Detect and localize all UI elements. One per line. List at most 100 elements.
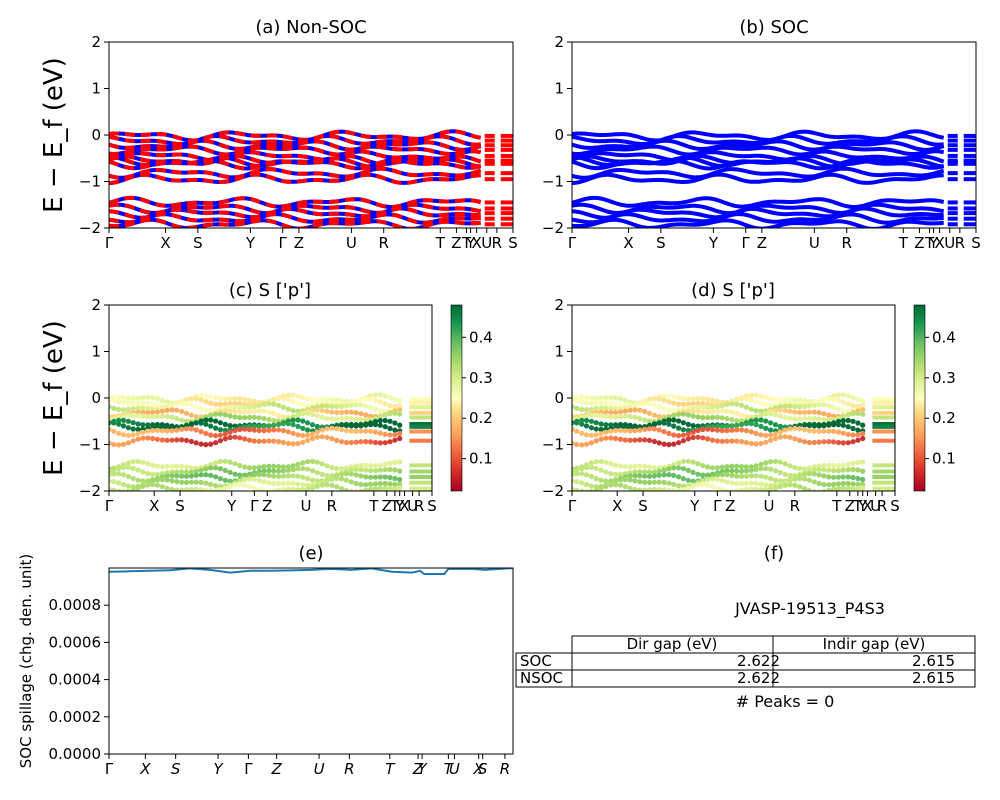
band-line	[109, 212, 481, 225]
projection-point	[622, 484, 628, 490]
projection-point	[603, 478, 609, 484]
projection-point	[787, 478, 793, 484]
projection-point	[334, 475, 340, 482]
xtick-label: S	[193, 234, 203, 252]
projection-point	[821, 423, 827, 429]
projection-point	[753, 486, 759, 491]
projection-point	[680, 420, 687, 426]
projection-point	[109, 486, 112, 491]
projection-point	[179, 437, 185, 443]
projection-point	[285, 421, 291, 427]
projection-point	[840, 422, 846, 428]
projection-point	[772, 397, 779, 403]
projection-point	[271, 480, 277, 487]
projection-point	[397, 481, 403, 487]
projection-point	[826, 474, 832, 480]
projection-point	[782, 403, 788, 409]
projection-point	[154, 427, 160, 433]
projection-point	[739, 464, 745, 470]
projection-point	[763, 425, 769, 431]
projection-point	[377, 392, 383, 398]
xtick-label: R	[790, 497, 800, 515]
projection-point	[671, 400, 677, 406]
projection-point	[729, 409, 735, 415]
xtick-label: T	[852, 497, 863, 515]
projection-point	[753, 463, 759, 469]
projection-point	[363, 487, 369, 491]
projection-point	[251, 423, 257, 430]
ytick-label: −1	[542, 436, 564, 454]
projection-point	[690, 434, 696, 441]
projection-point	[680, 395, 687, 402]
projection-point	[314, 423, 320, 429]
projection-point	[353, 480, 359, 487]
panel-e-title: (e)	[298, 543, 323, 564]
projection-point	[232, 461, 238, 467]
projection-point	[632, 478, 638, 484]
projection-point	[363, 417, 369, 423]
projection-point	[150, 427, 156, 434]
xtick-label: Z	[757, 234, 767, 252]
projection-point	[729, 438, 735, 444]
colorbar-tick-label: 0.4	[469, 328, 493, 346]
projection-point	[656, 414, 662, 420]
projection-point	[734, 418, 740, 424]
projection-point	[329, 425, 335, 431]
projection-point	[392, 485, 398, 491]
projection-point	[227, 423, 233, 429]
projection-point	[111, 479, 117, 485]
projection-point	[130, 475, 136, 482]
projection-point	[368, 468, 374, 474]
projection-point	[392, 437, 398, 443]
projection-point	[329, 416, 335, 422]
projection-point	[271, 463, 277, 469]
projection-point	[343, 488, 349, 491]
colorbar-tick-label: 0.4	[932, 328, 956, 346]
projection-point	[237, 435, 243, 441]
projection-point	[816, 402, 822, 408]
projection-point	[285, 464, 291, 470]
projection-point	[622, 408, 628, 414]
projection-point	[276, 412, 282, 418]
projection-point	[840, 430, 846, 436]
projection-point	[179, 469, 185, 475]
xtick-label: X	[160, 234, 170, 252]
xtick-label: S	[656, 234, 666, 252]
projection-point	[593, 400, 599, 406]
projection-point	[651, 396, 658, 402]
projection-point	[835, 468, 842, 474]
projection-point	[802, 415, 808, 422]
projection-point	[821, 462, 827, 468]
projection-point	[353, 466, 359, 473]
projection-point	[213, 440, 219, 446]
projection-point	[183, 469, 190, 475]
projection-point	[714, 404, 721, 410]
projection-point	[377, 414, 383, 420]
projection-point	[392, 427, 398, 433]
projection-point	[290, 480, 296, 486]
projection-point	[309, 407, 316, 413]
projection-point	[343, 422, 349, 429]
projection-point	[593, 426, 599, 432]
projection-point	[217, 466, 223, 472]
projection-point	[179, 400, 185, 406]
projection-point	[159, 464, 165, 470]
projection-point	[334, 484, 340, 490]
projection-point	[382, 440, 388, 446]
projection-point	[666, 399, 672, 405]
projection-point	[363, 396, 369, 402]
projection-point	[572, 404, 575, 410]
projection-point	[392, 467, 398, 473]
projection-point	[574, 467, 580, 473]
projection-point	[724, 401, 730, 408]
projection-point	[588, 464, 595, 470]
projection-point	[217, 476, 223, 482]
xtick-label: S	[638, 497, 648, 515]
projection-point	[232, 434, 238, 440]
projection-point	[309, 431, 316, 437]
projection-point	[183, 464, 190, 470]
projection-point	[603, 459, 609, 465]
xtick-label: R	[344, 760, 354, 778]
projection-point	[651, 473, 658, 479]
